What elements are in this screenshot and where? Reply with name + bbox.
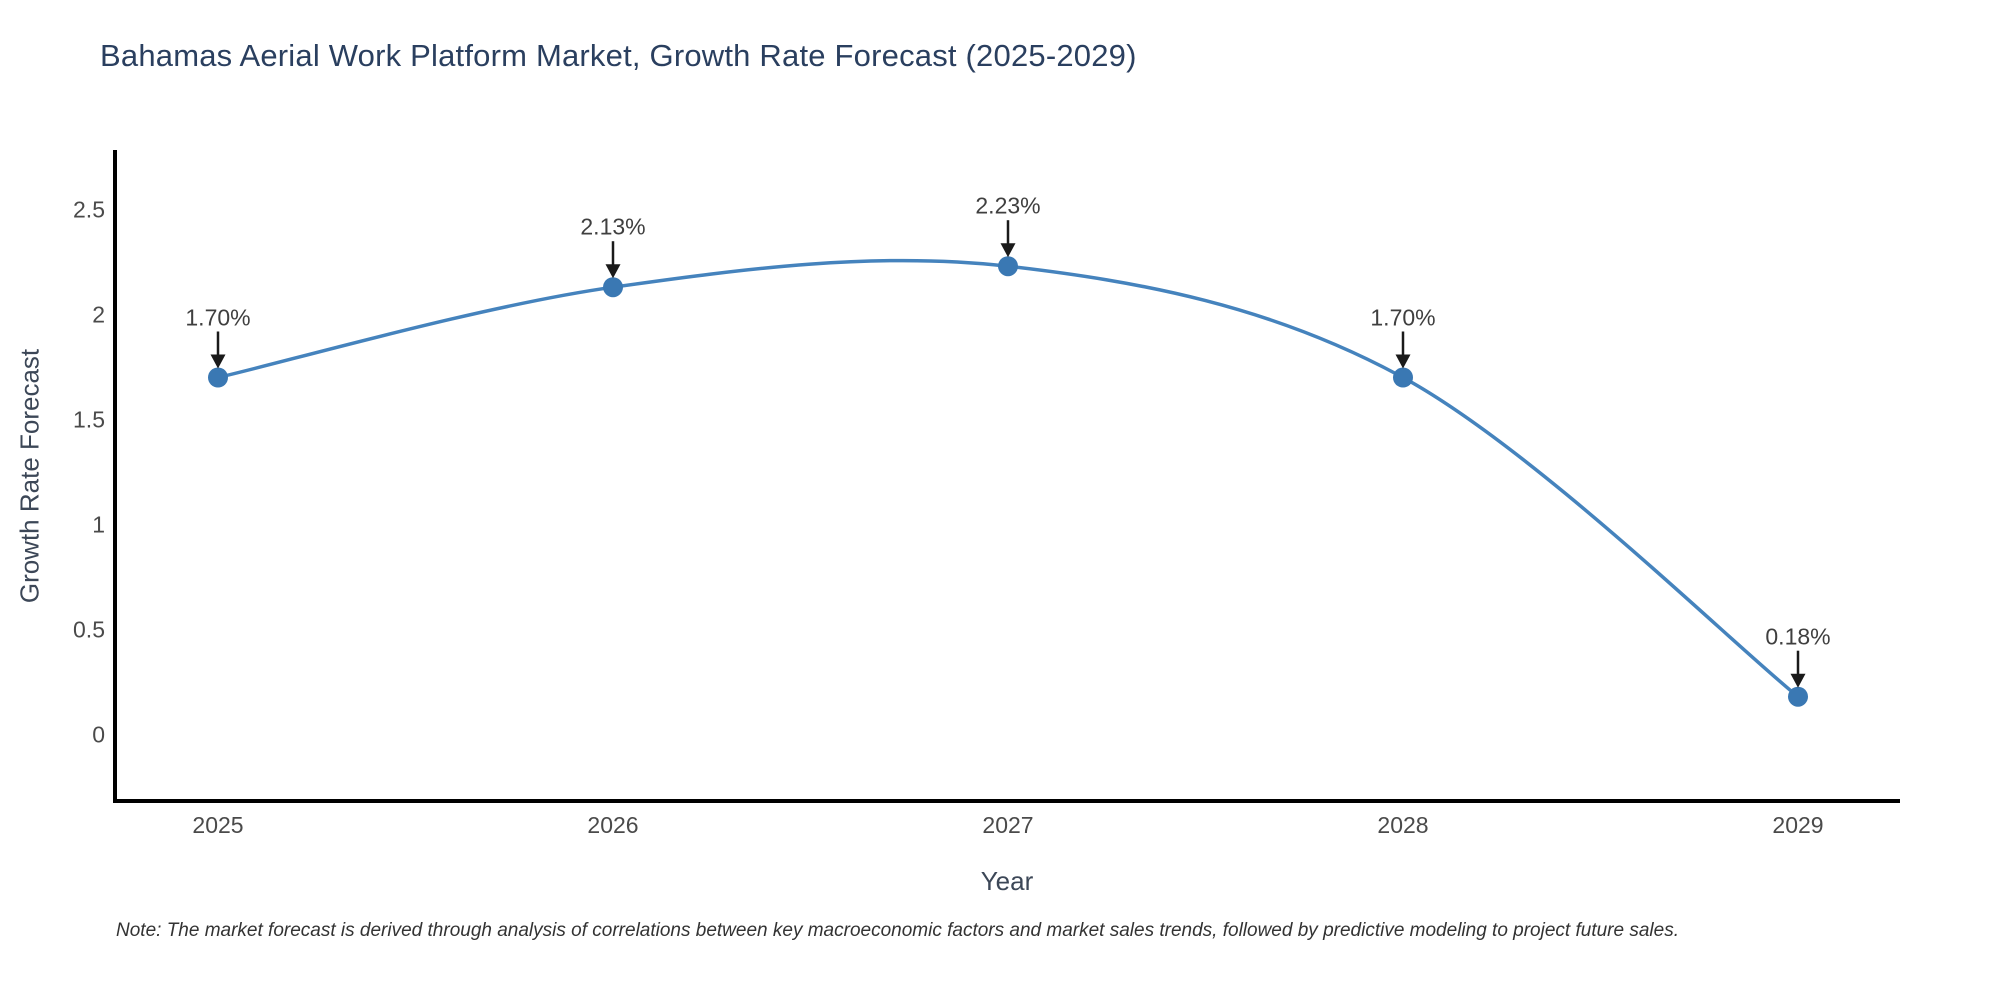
point-value-label: 2.13% [580,213,646,240]
point-value-label: 0.18% [1765,623,1831,650]
data-point-marker[interactable] [998,256,1018,277]
y-tick-label: 0 [92,721,105,747]
x-axis-title: Year [980,866,1034,896]
data-point-marker[interactable] [208,367,228,388]
annotation-arrowhead-icon [210,354,226,369]
annotation-arrowhead-icon [605,264,621,279]
x-tick-label: 2025 [192,812,244,838]
trend-line [216,258,1800,699]
y-tick-label: 2 [92,301,105,327]
annotation-arrowhead-icon [1790,673,1806,688]
chart-title: Bahamas Aerial Work Platform Market, Gro… [100,38,1137,73]
data-point-marker[interactable] [603,277,623,298]
data-point-marker[interactable] [1788,686,1808,707]
annotation-arrowhead-icon [1395,354,1411,369]
y-tick-label: 1 [92,511,105,537]
x-tick-label: 2027 [982,812,1034,838]
x-tick-label: 2026 [587,812,639,838]
point-value-label: 1.70% [1370,304,1436,330]
data-point-marker[interactable] [1393,367,1413,388]
x-tick-label: 2029 [1772,812,1824,838]
y-tick-label: 1.5 [73,406,105,432]
footnote: Note: The market forecast is derived thr… [116,920,1679,941]
y-tick-label: 2.5 [73,196,105,222]
point-value-label: 2.23% [975,192,1041,219]
y-tick-label: 0.5 [73,616,105,642]
annotation-arrowhead-icon [1000,243,1016,258]
x-tick-label: 2028 [1377,812,1429,838]
point-value-label: 1.70% [185,304,251,330]
y-axis-title: Growth Rate Forecast [14,348,45,604]
